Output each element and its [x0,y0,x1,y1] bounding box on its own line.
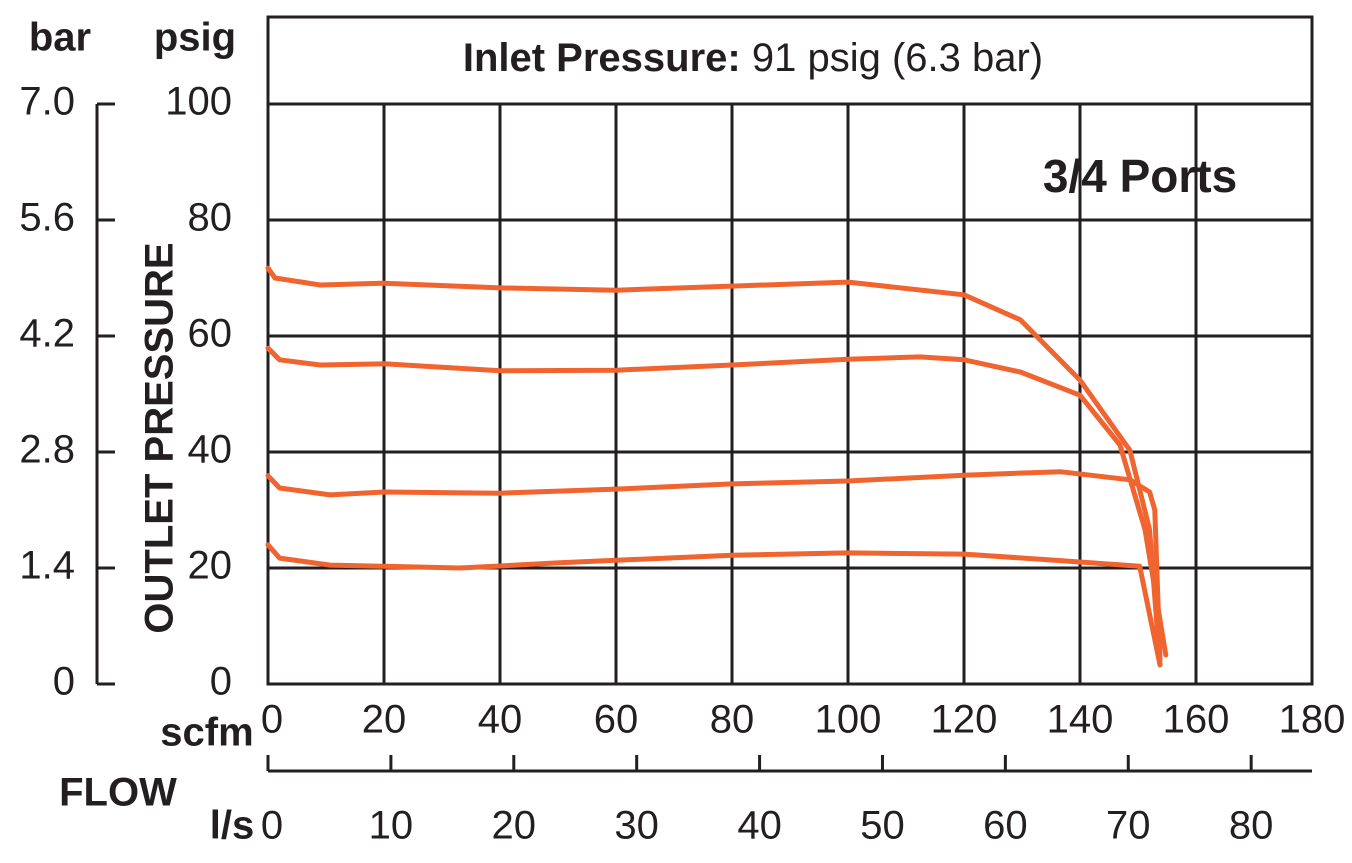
y-axis-title: OUTLET PRESSURE [138,242,182,633]
x2-tick-label: 40 [737,804,782,848]
x2-tick-label: 20 [492,804,537,848]
y2-tick-label: 2.8 [19,428,75,472]
y2-units: bar [29,16,91,60]
x2-tick-label: 30 [614,804,659,848]
y-units: psig [154,16,236,60]
y2-tick-label: 1.4 [19,544,75,588]
x2-tick-label: 50 [860,804,905,848]
y2-tick-label: 7.0 [19,80,75,124]
y-tick-label: 100 [165,80,232,124]
x-tick-label: 160 [1163,698,1230,742]
x-tick-label: 120 [931,698,998,742]
x-tick-label: 60 [594,698,639,742]
x-tick-label: 80 [710,698,755,742]
x-tick-label: 140 [1047,698,1114,742]
curve [265,345,1169,658]
x-tick-label: 20 [362,698,407,742]
x-units: scfm [160,711,253,755]
chart-title: Inlet Pressure: 91 psig (6.3 bar) [463,36,1043,80]
y2-tick-label: 0 [53,660,75,704]
plot-frame [266,102,1314,686]
curve [265,542,1163,668]
y-tick-label: 80 [188,196,233,240]
title-value: 91 psig (6.3 bar) [752,36,1043,80]
x2-tick-label: 0 [261,804,283,848]
x-axis-title: FLOW [59,771,177,815]
y2-tick-label: 5.6 [19,196,75,240]
annotation: 3/4 Ports [1043,150,1237,202]
curve [265,469,1163,663]
x-tick-label: 40 [478,698,523,742]
x2-tick-label: 70 [1106,804,1151,848]
x-tick-label: 180 [1279,698,1346,742]
title-label: Inlet Pressure: [463,36,741,80]
y-tick-label: 0 [210,660,232,704]
curve [265,265,1163,668]
y-tick-label: 60 [188,312,233,356]
x2-tick-label: 80 [1229,804,1274,848]
y-tick-label: 40 [188,428,233,472]
y-tick-label: 20 [188,544,233,588]
x2-units: l/s [210,804,254,848]
x2-tick-label: 10 [369,804,414,848]
x-tick-label: 100 [815,698,882,742]
x2-tick-label: 60 [983,804,1028,848]
x-tick-label: 0 [261,698,283,742]
y2-tick-label: 4.2 [19,312,75,356]
